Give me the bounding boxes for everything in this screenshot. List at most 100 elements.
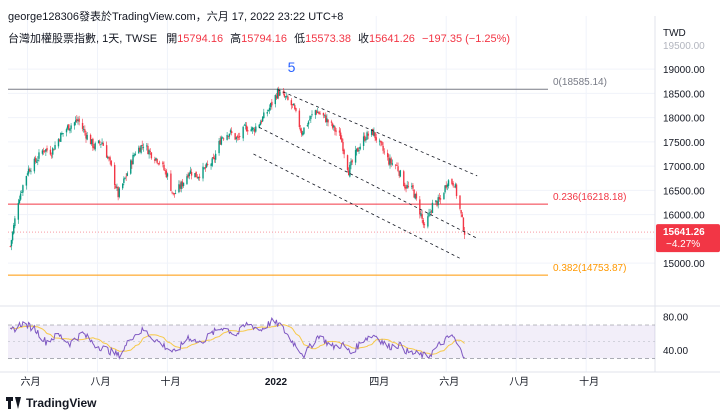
candle-body [189, 170, 192, 174]
candle-body [49, 149, 52, 155]
candle-body [445, 185, 447, 188]
candle-body [178, 184, 180, 193]
candle-body [89, 134, 92, 145]
candle-body [205, 163, 208, 168]
candle-body [327, 119, 329, 123]
candle-body [125, 176, 127, 178]
candle-body [388, 157, 390, 165]
candle-body [109, 157, 111, 161]
candle-body [126, 173, 129, 176]
candle-body [335, 130, 337, 132]
candle-body [181, 181, 184, 187]
candle-body [138, 147, 140, 154]
candle-body [163, 164, 165, 170]
candle-body [45, 149, 47, 152]
candle-body [187, 174, 189, 178]
candle-body [405, 187, 407, 189]
candle-body [242, 126, 244, 139]
channel-line [259, 126, 479, 240]
attribution: george128306發表於TradingView.com，六月 17, 20… [8, 11, 344, 23]
time-tick-label: 六月 [21, 376, 41, 388]
candle-body [117, 186, 119, 198]
candle-body [391, 163, 393, 165]
candle-body [413, 189, 415, 198]
candle-body [60, 133, 62, 142]
candle-body [186, 176, 188, 184]
high-value: 15794.16 [241, 33, 288, 45]
candle-body [341, 138, 343, 143]
time-tick-label: 十月 [160, 375, 180, 388]
candle-body [387, 152, 389, 158]
candle-body [99, 141, 101, 144]
candle-body [93, 146, 95, 149]
candle-body [46, 148, 48, 151]
candle-body [195, 171, 197, 177]
time-tick-label: 八月 [90, 376, 110, 388]
candle-body [77, 120, 79, 121]
candle-body [266, 112, 268, 114]
candle-body [110, 160, 112, 166]
candle-body [58, 139, 61, 141]
candle-body [359, 146, 361, 150]
candle-body [74, 120, 77, 123]
time-tick-label: 八月 [509, 376, 529, 388]
candle-body [303, 127, 305, 134]
candle-body [194, 173, 196, 178]
candle-body [84, 129, 86, 133]
candle-body [69, 128, 71, 131]
candle-body [44, 150, 46, 152]
candle-body [346, 155, 349, 170]
candle-body [188, 173, 190, 177]
price-tick-label: 18000.00 [663, 114, 705, 125]
candle-body [78, 118, 80, 122]
candle-body [130, 160, 132, 174]
candle-body [375, 137, 377, 141]
candle-body [294, 105, 296, 109]
candle-body [212, 156, 215, 159]
price-tick-label: 19000.00 [663, 65, 705, 76]
candle-body [11, 232, 14, 241]
change-value: −197.35 (−1.25%) [422, 33, 511, 45]
candle-body [279, 91, 281, 96]
candle-body [76, 118, 78, 122]
candle-body [326, 118, 328, 123]
candle-body [85, 132, 87, 139]
candle-body [397, 166, 399, 171]
candle-body [197, 176, 200, 179]
candle-body [295, 108, 297, 111]
candle-body [156, 158, 158, 163]
candle-body [57, 139, 60, 147]
candle-body [239, 135, 241, 137]
candle-body [139, 147, 141, 152]
tradingview-logo[interactable]: TradingView [6, 396, 96, 410]
candle-body [325, 115, 327, 123]
candle-body [18, 199, 21, 204]
candle-body [357, 147, 359, 152]
candle-body [27, 168, 30, 174]
candle-body [107, 157, 109, 159]
candle-body [131, 160, 133, 165]
candle-body [97, 140, 100, 143]
candle-body [452, 182, 454, 186]
candle-body [343, 149, 345, 155]
candle-body [236, 136, 239, 138]
candle-body [382, 145, 384, 151]
candle-body [415, 193, 418, 199]
brand-name: TradingView [26, 396, 97, 410]
candle-body [108, 157, 110, 159]
currency-label: TWD [663, 28, 686, 39]
candle-body [155, 157, 157, 160]
candle-body [52, 148, 54, 155]
candle-body [284, 96, 287, 98]
candle-body [351, 160, 353, 163]
candle-body [260, 121, 263, 123]
candle-body [250, 129, 252, 132]
candle-body [428, 212, 430, 217]
candle-body [244, 124, 247, 126]
candle-body [278, 89, 280, 97]
candle-body [319, 113, 321, 115]
candle-body [446, 184, 449, 187]
candle-body [196, 176, 198, 179]
candle-body [411, 185, 413, 187]
candle-body [298, 110, 301, 128]
